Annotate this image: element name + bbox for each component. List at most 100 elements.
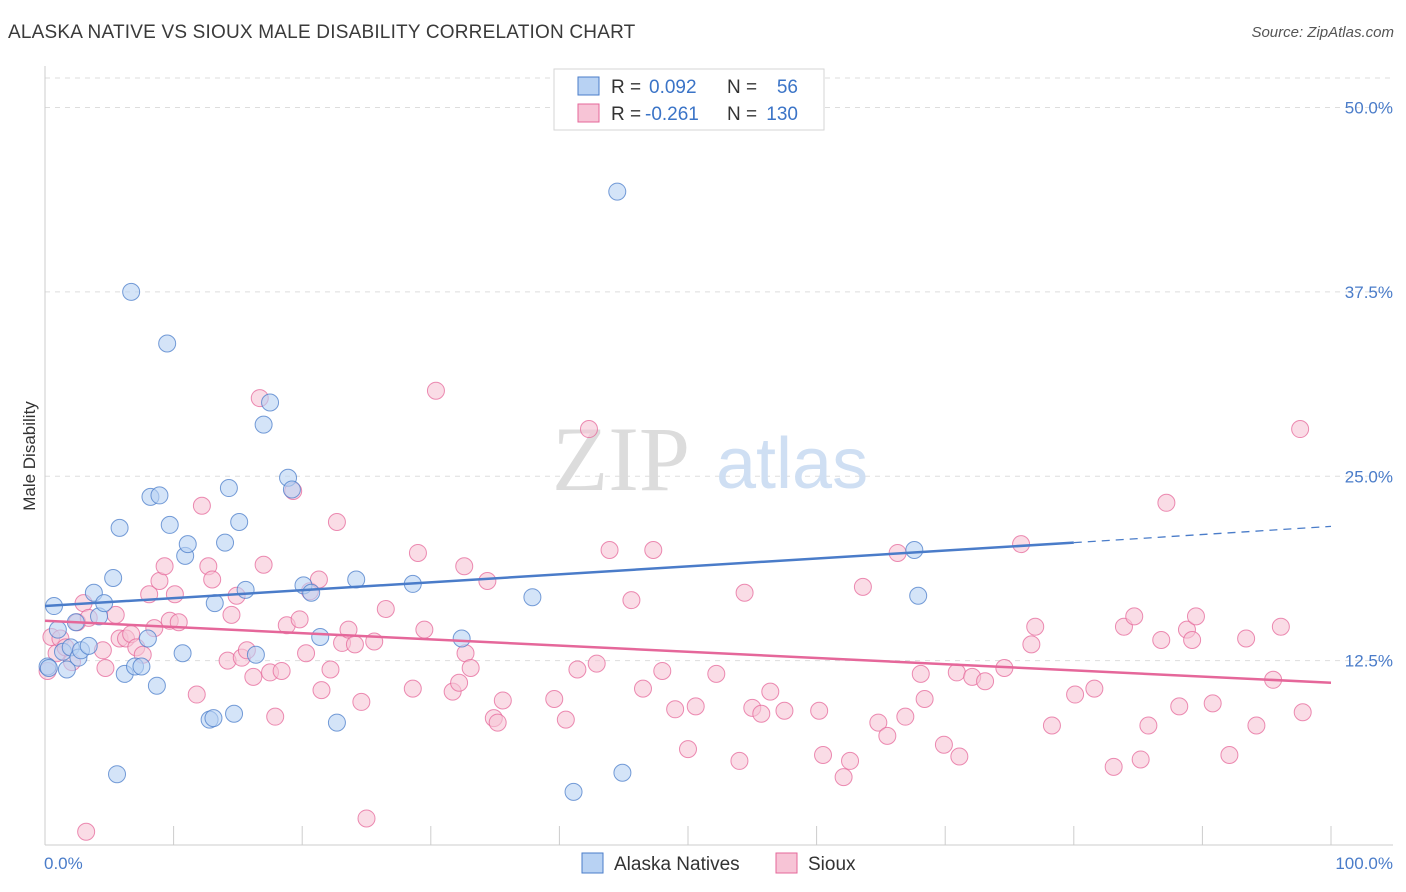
x-tick-label-min: 0.0% — [44, 854, 83, 873]
point-sioux — [222, 605, 241, 624]
point-sioux — [752, 704, 771, 723]
point-alaska-natives — [311, 628, 330, 647]
point-sioux — [1203, 694, 1222, 713]
point-sioux — [96, 659, 115, 677]
axes — [44, 66, 1393, 846]
point-alaska-natives — [327, 713, 346, 732]
point-sioux — [455, 557, 474, 576]
legend-n-value-2: 130 — [766, 104, 798, 125]
point-sioux — [1012, 535, 1031, 554]
legend-r-value-2: -0.261 — [645, 104, 699, 125]
point-alaska-natives — [905, 541, 924, 559]
point-sioux — [707, 664, 726, 683]
point-alaska-natives — [132, 657, 151, 676]
point-sioux — [478, 571, 497, 590]
legend-r-value-1: 0.092 — [649, 77, 697, 98]
point-sioux — [403, 679, 422, 698]
y-tick-label: 25.0% — [1345, 467, 1393, 486]
point-alaska-natives — [110, 518, 129, 537]
point-sioux — [155, 557, 174, 576]
point-sioux — [1131, 750, 1150, 769]
point-sioux — [1152, 630, 1171, 649]
point-sioux — [950, 747, 969, 766]
point-sioux — [1125, 607, 1144, 626]
point-sioux — [192, 496, 211, 515]
point-alaska-natives — [613, 763, 632, 782]
point-alaska-natives — [282, 480, 301, 499]
point-sioux — [730, 751, 749, 770]
point-alaska-natives — [246, 645, 265, 664]
point-sioux — [1170, 697, 1189, 716]
point-sioux — [1157, 493, 1176, 512]
point-sioux — [568, 660, 587, 679]
point-sioux — [1220, 746, 1239, 765]
point-sioux — [203, 570, 222, 589]
y-tick-labels: 12.5% 25.0% 37.5% 50.0% — [1345, 99, 1393, 671]
point-sioux — [814, 746, 833, 765]
point-alaska-natives — [564, 782, 583, 801]
point-sioux — [633, 679, 652, 698]
point-sioux — [493, 691, 512, 710]
point-alaska-natives — [147, 676, 166, 695]
point-sioux — [352, 692, 371, 711]
point-sioux — [653, 661, 672, 680]
point-sioux — [345, 635, 364, 654]
point-alaska-natives — [216, 533, 235, 552]
bottom-legend-swatch-alaska — [581, 852, 604, 874]
point-sioux — [545, 689, 564, 708]
y-tick-label: 37.5% — [1345, 283, 1393, 302]
point-alaska-natives — [104, 569, 123, 588]
point-sioux — [976, 672, 995, 691]
point-sioux — [408, 543, 427, 562]
point-sioux — [357, 809, 376, 828]
point-sioux — [312, 681, 331, 700]
legend-n-label-1: N = — [727, 77, 757, 98]
point-alaska-natives — [160, 515, 179, 534]
point-sioux — [77, 822, 96, 841]
point-sioux — [934, 735, 953, 754]
point-sioux — [878, 726, 897, 745]
point-sioux — [327, 512, 346, 531]
point-sioux — [426, 381, 445, 400]
point-sioux — [587, 654, 606, 673]
point-alaska-natives — [608, 182, 627, 201]
point-sioux — [1026, 617, 1045, 636]
point-alaska-natives — [219, 479, 238, 498]
point-alaska-natives — [48, 620, 67, 639]
point-sioux — [1183, 630, 1202, 649]
point-sioux — [376, 600, 395, 618]
y-tick-label: 50.0% — [1345, 99, 1393, 118]
legend-n-label-2: N = — [727, 104, 757, 125]
point-sioux — [600, 541, 619, 559]
legend-n-value-1: 56 — [777, 77, 798, 98]
trend-line-alaska-natives-extension — [1073, 525, 1332, 544]
point-sioux — [297, 644, 316, 663]
point-sioux — [579, 420, 598, 439]
legend-r-label-2: R = — [611, 104, 641, 125]
point-alaska-natives — [909, 586, 928, 605]
legend-swatch-sioux — [577, 103, 600, 123]
chart-title: ALASKA NATIVE VS SIOUX MALE DISABILITY C… — [8, 22, 636, 43]
legend-swatch-alaska — [577, 76, 600, 96]
point-sioux — [165, 585, 184, 604]
gridlines — [45, 77, 1393, 662]
point-sioux — [266, 707, 285, 726]
point-alaska-natives — [230, 512, 249, 531]
point-sioux — [244, 667, 263, 686]
point-sioux — [1271, 617, 1290, 636]
x-tick-label-max: 100.0% — [1335, 854, 1393, 873]
point-alaska-natives — [204, 709, 223, 728]
point-alaska-natives — [302, 583, 321, 602]
point-alaska-natives — [225, 704, 244, 723]
x-tick-labels: 0.0% 100.0% — [44, 854, 1393, 873]
point-sioux — [1139, 716, 1158, 735]
legend-box: R = 0.092 N = 56 R = -0.261 N = 130 — [553, 68, 825, 131]
point-sioux — [254, 555, 273, 574]
trend-line-alaska-natives — [44, 541, 1074, 608]
point-sioux — [735, 583, 754, 602]
point-alaska-natives — [261, 393, 280, 412]
bottom-legend-sioux: Sioux — [808, 854, 856, 875]
point-alaska-natives — [138, 629, 157, 648]
point-alaska-natives — [173, 644, 192, 663]
